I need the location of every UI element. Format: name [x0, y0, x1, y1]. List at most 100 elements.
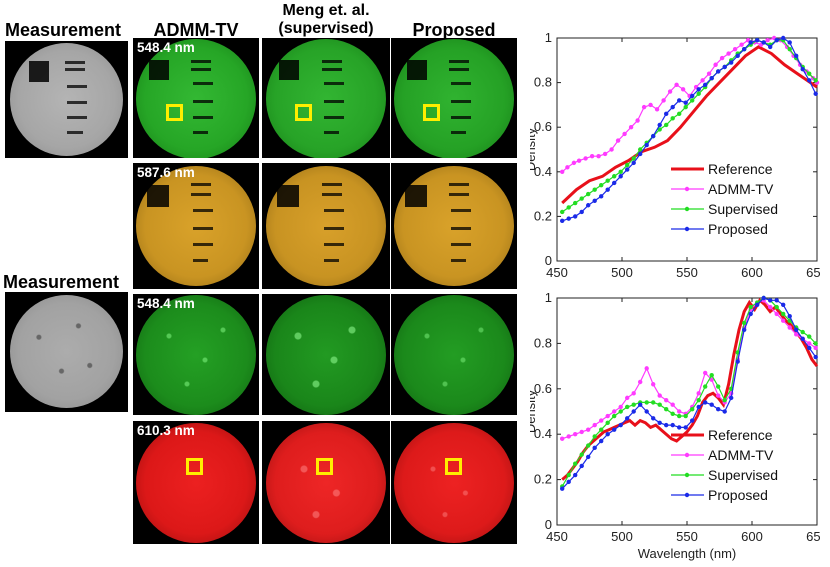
data-point-admm-tv [787, 325, 792, 330]
data-point-admm-tv [781, 318, 786, 323]
data-point-supervised [716, 384, 721, 389]
series-line-reference [561, 45, 818, 205]
data-point-proposed [560, 486, 565, 491]
data-point-supervised [599, 427, 604, 432]
data-point-proposed [560, 218, 565, 224]
admm-red-row4: 610.3 nm [133, 421, 259, 544]
legend-label: Proposed [708, 487, 768, 503]
data-point-proposed [774, 298, 779, 303]
data-point-proposed [573, 472, 578, 478]
data-point-proposed [605, 432, 610, 437]
data-point-proposed [579, 463, 584, 469]
x-tick-label: 500 [611, 529, 633, 544]
data-point-proposed [807, 345, 812, 351]
y-tick-label: 1 [545, 30, 552, 45]
data-point-admm-tv [579, 429, 584, 435]
data-point-supervised [579, 452, 584, 457]
data-point-proposed [696, 404, 701, 410]
roi-marker [186, 458, 203, 475]
x-tick-label: 650 [806, 265, 820, 280]
density-chart-top: 450 500 550 600 650 0 0.2 0.4 0.6 0.8 1 Density Refe… [530, 30, 820, 280]
data-point-supervised [631, 402, 636, 407]
wavelength-label-row2: 587.6 nm [137, 165, 195, 180]
data-point-supervised [787, 46, 792, 52]
data-point-proposed [729, 395, 734, 401]
data-point-supervised [625, 162, 630, 168]
series-line-proposed [561, 297, 817, 490]
wavelength-label-row1: 548.4 nm [137, 40, 195, 55]
data-point-admm-tv [768, 304, 773, 310]
data-point-admm-tv [644, 366, 649, 371]
data-point-admm-tv [602, 151, 608, 157]
data-point-admm-tv [641, 104, 647, 110]
data-point-supervised [657, 127, 662, 132]
y-tick-label: 1 [545, 290, 552, 305]
legend-marker [684, 226, 690, 232]
data-point-proposed [651, 416, 656, 421]
y-tick-label: 0.2 [534, 208, 552, 223]
data-point-admm-tv [670, 402, 675, 407]
data-point-proposed [605, 187, 610, 192]
legend-marker [684, 472, 690, 478]
measurement-header-bottom: Measurement [3, 272, 120, 292]
series-line-proposed [561, 37, 817, 222]
wavelength-label-row3: 548.4 nm [137, 296, 195, 311]
data-point-supervised [573, 461, 578, 466]
meng-header-line2: (supervised) [278, 20, 374, 37]
data-point-admm-tv [599, 418, 604, 423]
measurement-header-top: Measurement [5, 20, 122, 40]
data-point-admm-tv [765, 38, 770, 43]
admm-green-row1: 548.4 nm [133, 38, 259, 158]
data-point-supervised [677, 111, 682, 117]
data-point-proposed [748, 40, 753, 45]
data-point-supervised [560, 209, 565, 215]
data-point-supervised [566, 472, 571, 478]
data-point-admm-tv [696, 391, 701, 396]
meng-green-row3 [262, 294, 390, 415]
data-point-admm-tv [605, 413, 610, 419]
x-tick-label: 500 [611, 265, 633, 280]
data-point-admm-tv [573, 432, 578, 437]
data-point-admm-tv [713, 62, 718, 67]
data-point-admm-tv [560, 436, 565, 441]
data-point-supervised [586, 191, 591, 197]
data-point-admm-tv [774, 311, 779, 317]
data-point-proposed [729, 60, 734, 65]
data-point-proposed [638, 402, 643, 407]
y-tick-label: 0.4 [534, 426, 552, 441]
legend-marker [684, 186, 690, 192]
data-point-proposed [599, 194, 604, 199]
data-point-proposed [690, 93, 695, 99]
data-point-proposed [703, 82, 708, 88]
data-point-admm-tv [560, 169, 565, 174]
admm-amber-row2: 587.6 nm [133, 163, 259, 289]
data-point-proposed [761, 40, 766, 45]
data-point-admm-tv [674, 82, 679, 88]
data-point-supervised [618, 169, 623, 174]
data-point-proposed [683, 100, 688, 105]
legend-label: Supervised [708, 467, 778, 483]
y-tick-label: 0 [545, 253, 552, 268]
legend-label: Supervised [708, 201, 778, 217]
series-line-reference [561, 297, 819, 481]
data-point-proposed [573, 214, 578, 219]
roi-marker [316, 458, 333, 475]
data-point-supervised [631, 156, 636, 161]
series-line-supervised [561, 297, 817, 487]
data-point-admm-tv [631, 391, 636, 396]
data-point-admm-tv [589, 153, 595, 159]
data-point-proposed [735, 53, 740, 59]
data-point-admm-tv [739, 42, 744, 47]
x-tick-label: 550 [676, 265, 698, 280]
y-tick-label: 0 [545, 517, 552, 532]
admm-green-row3: 548.4 nm [133, 294, 259, 415]
x-axis-label: Wavelength (nm) [638, 546, 737, 561]
data-point-proposed [768, 298, 773, 303]
legend-label: Reference [708, 161, 773, 177]
data-point-supervised [813, 341, 818, 346]
y-tick-label: 0.6 [534, 119, 552, 134]
data-point-proposed [768, 44, 773, 50]
data-point-supervised [683, 413, 688, 419]
data-point-admm-tv [677, 409, 682, 414]
data-point-supervised [579, 196, 584, 201]
